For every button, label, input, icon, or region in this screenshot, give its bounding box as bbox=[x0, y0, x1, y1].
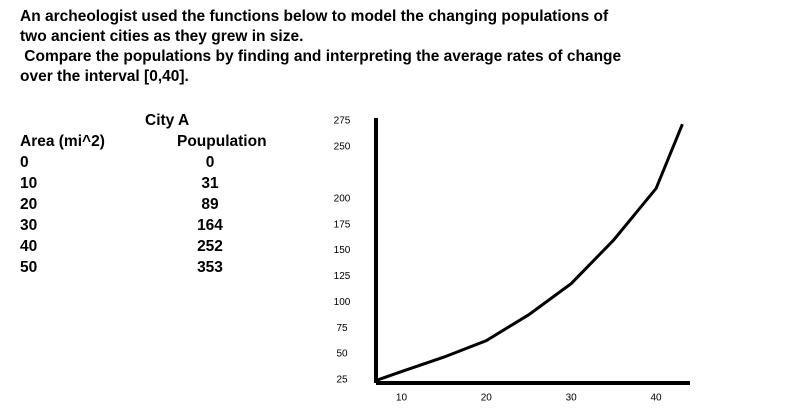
table-cell: 30 bbox=[20, 217, 38, 234]
x-tick-label: 10 bbox=[396, 393, 408, 404]
table-header: Poupulation bbox=[177, 133, 267, 150]
table-cell: 50 bbox=[20, 259, 38, 276]
y-tick-label: 50 bbox=[336, 349, 348, 360]
y-tick-label: 200 bbox=[334, 193, 351, 204]
curve bbox=[377, 123, 684, 382]
y-tick-label: 125 bbox=[334, 271, 351, 282]
table-cell: 164 bbox=[197, 217, 223, 234]
table-cell: 252 bbox=[197, 238, 223, 255]
x-tick-label: 30 bbox=[566, 393, 578, 404]
table-cell: 20 bbox=[20, 196, 38, 213]
y-tick-label: 150 bbox=[334, 245, 351, 256]
y-tick-label: 175 bbox=[334, 219, 351, 230]
question-line: An archeologist used the functions below… bbox=[20, 8, 609, 25]
table-title: City A bbox=[145, 112, 190, 129]
question-line: Compare the populations by finding and i… bbox=[20, 48, 622, 65]
y-tick-label: 250 bbox=[334, 142, 351, 153]
table-cell: 89 bbox=[201, 196, 219, 213]
table-cell: 31 bbox=[201, 175, 219, 192]
table-header: Area (mi^2) bbox=[20, 133, 105, 150]
table-cell: 0 bbox=[205, 154, 215, 171]
y-tick-label: 275 bbox=[334, 116, 351, 127]
x-tick-label: 40 bbox=[650, 393, 662, 404]
y-tick-label: 25 bbox=[336, 375, 348, 386]
y-tick-label: 75 bbox=[336, 323, 348, 334]
x-tick-label: 20 bbox=[481, 393, 493, 404]
question-line: over the interval [0,40]. bbox=[20, 68, 189, 85]
table-cell: 10 bbox=[20, 175, 38, 192]
table-cell: 0 bbox=[20, 154, 29, 171]
y-tick-label: 100 bbox=[334, 297, 351, 308]
question-line: two ancient cities as they grew in size. bbox=[20, 28, 304, 45]
table-cell: 353 bbox=[197, 259, 223, 276]
table-cell: 40 bbox=[20, 238, 38, 255]
